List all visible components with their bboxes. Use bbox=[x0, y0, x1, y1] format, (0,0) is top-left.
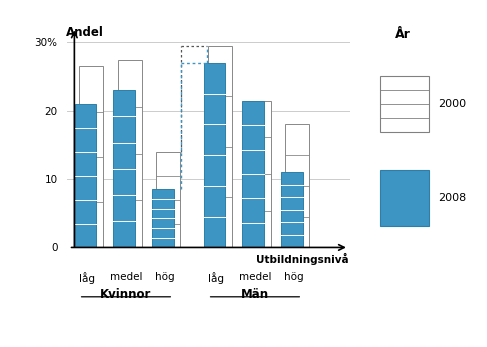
Bar bbox=[117, 60, 142, 247]
Bar bbox=[113, 90, 135, 247]
Bar bbox=[285, 125, 309, 247]
Text: Utbildningsnivå: Utbildningsnivå bbox=[256, 253, 349, 265]
Bar bbox=[208, 46, 232, 247]
Bar bbox=[242, 101, 264, 247]
Text: 2008: 2008 bbox=[438, 193, 467, 203]
Bar bbox=[204, 63, 225, 247]
Text: 2000: 2000 bbox=[438, 99, 467, 109]
Text: År: År bbox=[394, 28, 411, 41]
Text: Män: Män bbox=[241, 288, 269, 302]
Bar bbox=[75, 104, 96, 247]
Bar bbox=[79, 66, 103, 247]
Text: Andel: Andel bbox=[66, 26, 104, 39]
Bar bbox=[152, 189, 174, 247]
Bar bbox=[156, 152, 180, 247]
Text: Kvinnor: Kvinnor bbox=[100, 288, 151, 302]
Bar bbox=[281, 172, 303, 247]
Bar bbox=[246, 101, 271, 247]
